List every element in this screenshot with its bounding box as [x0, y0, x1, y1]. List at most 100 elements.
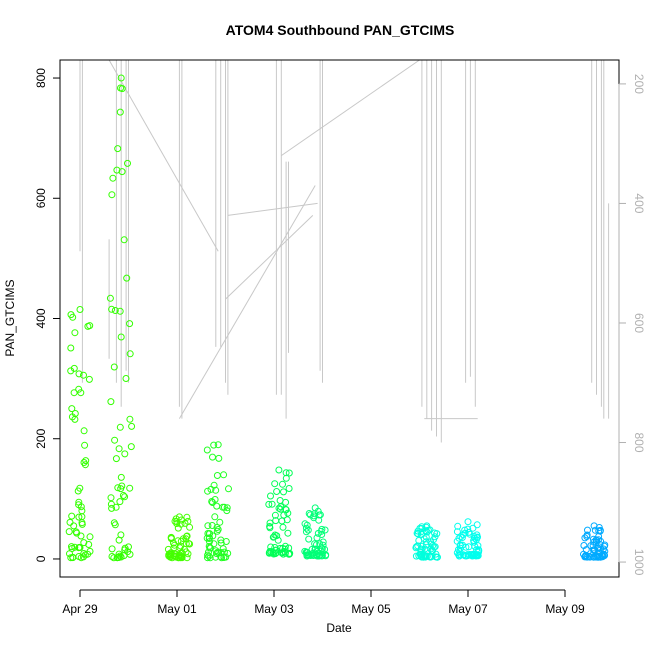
data-point: [415, 537, 423, 544]
data-point: [71, 415, 79, 423]
data-point: [118, 482, 126, 490]
data-point: [596, 553, 603, 560]
data-point: [266, 547, 274, 555]
data-point: [277, 505, 284, 513]
data-point: [265, 500, 273, 508]
data-point: [84, 322, 92, 330]
data-point: [106, 294, 114, 302]
data-point: [284, 529, 292, 537]
data-point: [282, 498, 290, 506]
data-point: [266, 519, 274, 527]
data-point: [587, 542, 595, 550]
data-point: [75, 501, 83, 509]
data-point: [167, 550, 175, 558]
data-point: [186, 540, 194, 548]
data-point: [312, 541, 320, 549]
data-point: [210, 441, 218, 449]
data-point: [303, 552, 311, 560]
data-point: [311, 545, 319, 553]
data-point: [128, 422, 136, 430]
data-point: [120, 236, 128, 244]
data-point-max-1: [117, 74, 125, 82]
data-point: [418, 523, 426, 531]
y-axis-right: 200 400 600 800 1000: [618, 74, 646, 576]
data-point: [473, 521, 481, 529]
data-point: [280, 511, 288, 519]
data-point: [217, 553, 225, 561]
altitude-traces: [79, 59, 610, 443]
data-point: [431, 529, 438, 537]
data-point: [204, 551, 212, 559]
data-point: [225, 485, 232, 493]
data-point: [108, 504, 116, 512]
data-point: [85, 375, 93, 383]
data-point: [178, 553, 185, 561]
data-point: [85, 541, 93, 548]
data-point: [205, 530, 213, 538]
data-point: [313, 534, 321, 542]
data-point: [82, 457, 90, 465]
data-point: [77, 554, 85, 562]
data-point: [204, 487, 212, 495]
data-point: [183, 513, 191, 521]
data-point: [108, 305, 116, 313]
data-point: [316, 511, 324, 519]
data-point-max-7: [464, 518, 472, 526]
data-point: [273, 488, 281, 495]
data-point-max-2: [175, 513, 183, 521]
data-point: [319, 538, 327, 546]
y-tick-label: 0: [34, 555, 48, 562]
data-point: [116, 498, 124, 506]
data-point: [208, 522, 216, 529]
data-point: [301, 520, 309, 528]
data-point: [422, 527, 430, 535]
data-point: [112, 503, 120, 511]
data-point: [457, 533, 465, 541]
data-point: [126, 484, 134, 492]
data-point-max-5: [311, 504, 319, 512]
data-point: [456, 550, 464, 558]
data-point: [275, 504, 283, 512]
data-point: [68, 512, 76, 520]
x-tick-label: May 09: [545, 602, 585, 616]
data-point: [321, 526, 329, 534]
data-point: [279, 480, 286, 488]
x-tick-label: May 05: [351, 602, 391, 616]
data-point: [177, 520, 185, 528]
trace-segment-32: [108, 59, 219, 252]
data-point: [122, 375, 130, 382]
data-point: [459, 531, 467, 539]
data-point: [70, 364, 78, 372]
data-point: [72, 528, 80, 536]
data-point: [599, 552, 607, 560]
data-point: [580, 542, 588, 549]
data-point: [222, 553, 230, 561]
data-point: [304, 526, 312, 534]
data-point-max-6: [423, 522, 431, 530]
data-point: [71, 543, 79, 551]
data-point: [223, 504, 231, 512]
data-point: [461, 526, 469, 534]
data-point: [455, 552, 463, 560]
data-point: [114, 484, 122, 492]
data-point: [117, 84, 124, 92]
data-point: [212, 486, 220, 494]
data-point: [284, 509, 292, 517]
data-point: [421, 545, 429, 553]
data-point-max-3: [214, 441, 222, 449]
y-axis-label: PAN_GTCIMS: [3, 279, 17, 356]
y2-tick-label: 400: [632, 193, 646, 213]
data-point: [473, 551, 481, 558]
data-point: [207, 485, 215, 493]
data-point: [115, 445, 123, 453]
data-point: [302, 524, 310, 532]
x-axis: Apr 29 May 01 May 03 May 05 May 07 May 09: [62, 589, 585, 616]
data-point: [302, 528, 310, 536]
y2-tick-label: 600: [632, 313, 646, 333]
data-point: [464, 552, 472, 559]
data-point: [68, 405, 76, 413]
data-point: [181, 519, 189, 527]
data-point: [75, 370, 83, 378]
data-point: [186, 523, 194, 531]
